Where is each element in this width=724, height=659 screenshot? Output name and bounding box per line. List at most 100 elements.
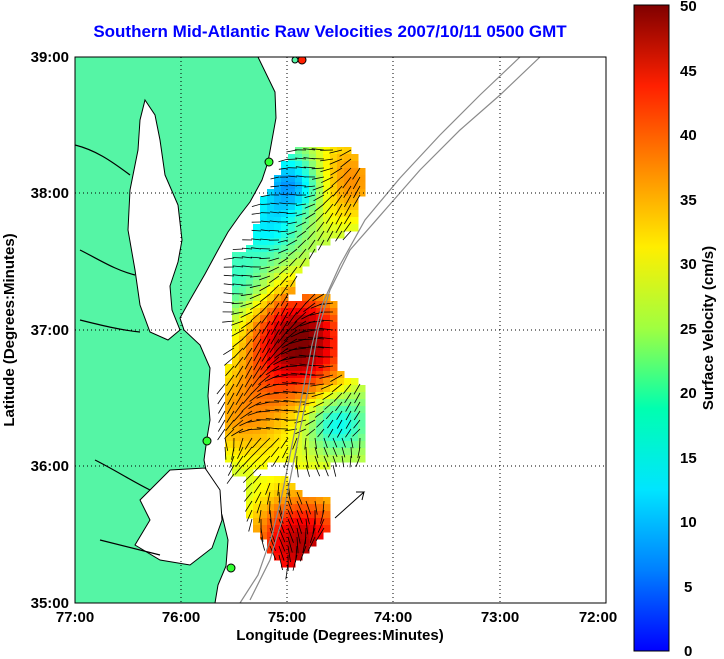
velocity-cell	[267, 315, 275, 323]
velocity-cell	[274, 476, 282, 484]
radar-station-marker	[202, 436, 212, 446]
velocity-cell	[281, 308, 289, 316]
velocity-cell	[260, 427, 268, 435]
velocity-cell	[232, 434, 240, 442]
current-vector	[342, 176, 352, 189]
velocity-cell	[253, 490, 261, 498]
current-vector	[241, 247, 253, 250]
colorbar-tick-label: 10	[680, 514, 697, 531]
velocity-cell	[239, 364, 247, 372]
velocity-cell	[309, 441, 317, 449]
velocity-cell	[295, 231, 303, 239]
current-vector	[278, 536, 286, 552]
current-vector	[298, 354, 316, 358]
velocity-cell	[344, 217, 352, 225]
velocity-cell	[274, 378, 282, 386]
current-vector	[237, 446, 244, 459]
velocity-cell	[309, 147, 317, 155]
velocity-cell	[288, 427, 296, 435]
velocity-cell	[344, 427, 352, 435]
current-vector	[269, 509, 272, 524]
current-vector	[270, 202, 280, 205]
velocity-cell	[288, 385, 296, 393]
velocity-cell	[316, 147, 324, 155]
velocity-cell	[309, 462, 317, 470]
velocity-cell	[281, 497, 289, 505]
velocity-cell	[351, 196, 359, 204]
velocity-cell	[323, 427, 331, 435]
velocity-cell	[309, 525, 317, 533]
velocity-cell	[337, 371, 345, 379]
velocity-cell	[281, 364, 289, 372]
current-vector	[287, 311, 298, 326]
current-vector	[354, 392, 361, 404]
velocity-cell	[295, 189, 303, 197]
velocity-cell	[274, 308, 282, 316]
velocity-cell	[281, 196, 289, 204]
current-vector	[341, 167, 352, 179]
velocity-cell	[239, 280, 247, 288]
velocity-cell	[330, 210, 338, 218]
current-vector	[353, 383, 361, 395]
current-vector	[326, 221, 334, 233]
current-vector	[217, 419, 226, 432]
velocity-cell	[281, 427, 289, 435]
velocity-cell	[274, 203, 282, 211]
velocity-cell	[260, 420, 268, 428]
velocity-cell	[323, 210, 331, 218]
velocity-cell	[239, 371, 247, 379]
velocity-cell	[316, 413, 324, 421]
velocity-cell	[274, 294, 282, 302]
velocity-cell	[260, 490, 268, 498]
current-vector	[306, 221, 316, 230]
velocity-cell	[323, 182, 331, 190]
velocity-cell	[239, 343, 247, 351]
current-vector	[252, 329, 262, 343]
velocity-cell	[323, 441, 331, 449]
current-vector	[314, 464, 321, 477]
current-vector	[307, 230, 316, 240]
velocity-cell	[239, 441, 247, 449]
velocity-cell	[351, 427, 359, 435]
current-vector	[270, 302, 280, 316]
current-vector	[350, 446, 353, 458]
velocity-cell	[253, 476, 261, 484]
velocity-cell	[274, 434, 282, 442]
current-vector	[314, 455, 320, 468]
velocity-cell	[239, 294, 247, 302]
velocity-cell	[288, 434, 296, 442]
velocity-cell	[267, 301, 275, 309]
velocity-cell	[302, 343, 310, 351]
velocity-cell	[309, 518, 317, 526]
current-vector	[269, 437, 280, 448]
current-vector	[317, 230, 325, 242]
current-vector	[333, 194, 343, 207]
velocity-cell	[281, 350, 289, 358]
current-vector	[260, 229, 271, 232]
current-vector	[256, 401, 271, 406]
velocity-cell	[288, 350, 296, 358]
current-vector	[251, 374, 262, 387]
velocity-cell	[260, 518, 268, 526]
current-vector	[296, 527, 301, 544]
velocity-cell	[295, 350, 303, 358]
current-vector	[266, 491, 271, 505]
velocity-cell	[288, 560, 296, 568]
velocity-cell	[239, 252, 247, 260]
velocity-cell	[316, 161, 324, 169]
velocity-cell	[337, 175, 345, 183]
current-vector	[304, 437, 307, 450]
velocity-cell	[281, 231, 289, 239]
velocity-cell	[295, 546, 303, 554]
velocity-cell	[344, 448, 352, 456]
current-vector	[309, 311, 325, 316]
velocity-cell	[253, 406, 261, 414]
velocity-cell	[253, 329, 261, 337]
current-vector	[244, 356, 253, 370]
current-vector	[282, 446, 289, 459]
current-vector	[321, 176, 334, 184]
velocity-cell	[295, 462, 303, 470]
current-vector	[231, 446, 235, 460]
current-vector	[332, 455, 338, 467]
velocity-cell	[281, 357, 289, 365]
